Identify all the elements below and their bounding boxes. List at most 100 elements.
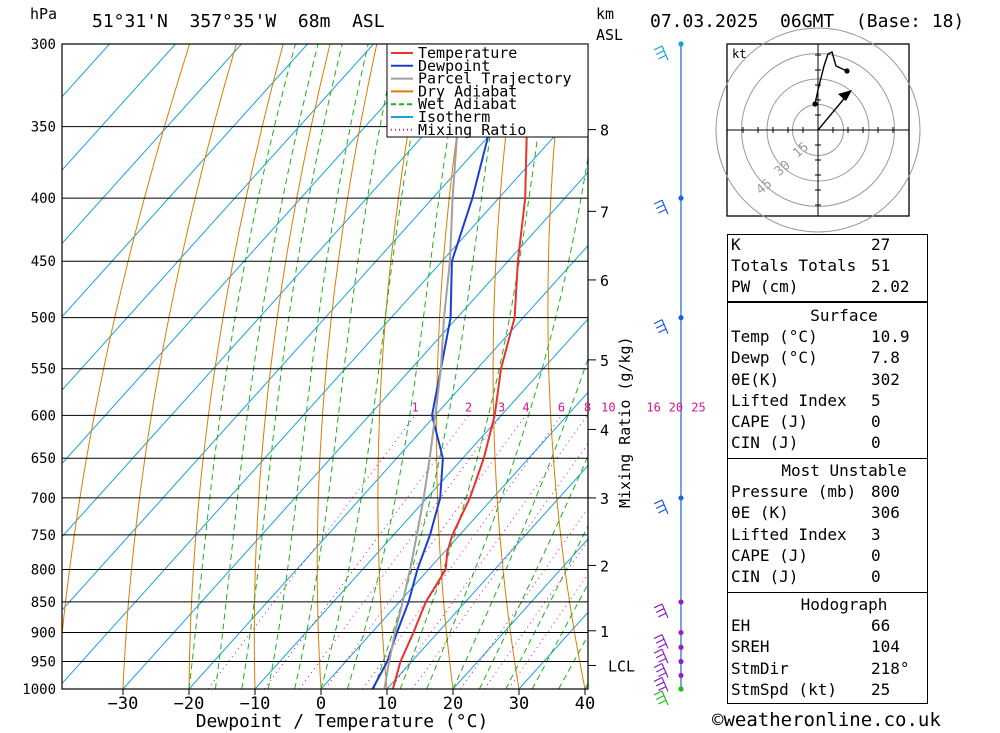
wind-barb-flag xyxy=(658,671,667,678)
wind-barb-flag xyxy=(658,685,667,691)
surface-cape-label: CAPE (J) xyxy=(731,412,809,432)
wind-barb-flag xyxy=(653,499,663,505)
isotherm-line xyxy=(62,44,374,391)
wind-barb-staff xyxy=(661,45,669,61)
pressure-tick-label: 300 xyxy=(31,37,56,53)
wind-barb-flag xyxy=(653,662,663,669)
mu-cape-value: 0 xyxy=(871,545,881,565)
hodograph-title: Hodograph xyxy=(800,595,888,615)
mixing-ratio-line xyxy=(389,415,588,689)
stmdir-label: StmDir xyxy=(731,658,789,678)
storm-motion-arrowhead xyxy=(838,90,852,101)
parcel-trajectory-line xyxy=(383,44,464,689)
isotherm-line xyxy=(62,98,588,685)
pressure-tick-label: 450 xyxy=(31,254,56,270)
pressure-unit-label: hPa xyxy=(30,5,58,23)
surface-temp-label: Temp (°C) xyxy=(731,327,818,347)
mixing-ratio-line xyxy=(507,573,588,689)
wind-barb-flag xyxy=(653,45,663,51)
wind-barb-flag xyxy=(658,699,667,705)
mixing-ratio-line xyxy=(324,415,527,689)
mixing-ratio-label: 3 xyxy=(498,400,505,414)
datetime-title: 07.03.2025 06GMT (Base: 18) xyxy=(650,11,965,32)
mixing-ratio-line xyxy=(298,415,503,689)
totals-totals-value: 51 xyxy=(871,256,891,276)
wind-barb-flag xyxy=(653,648,663,654)
sreh-value: 104 xyxy=(871,637,900,657)
wind-barb-flag xyxy=(658,643,667,649)
mixing-ratio-label: 16 xyxy=(646,400,660,414)
wind-barb-flag xyxy=(653,319,663,325)
mu-li-label: Lifted Index xyxy=(731,524,847,544)
eh-value: 66 xyxy=(871,616,891,636)
indices-box xyxy=(727,234,928,302)
km-tick-label: 3 xyxy=(600,490,609,508)
pressure-tick-label: 350 xyxy=(31,120,56,136)
pressure-tick-label: 750 xyxy=(31,528,56,544)
wind-barb-flag xyxy=(655,607,665,613)
mixing-ratio-label: 2 xyxy=(465,400,472,414)
legend-entry: Dewpoint xyxy=(418,57,490,75)
surface-cape-value: 0 xyxy=(871,412,881,432)
hodograph-ring xyxy=(715,27,921,233)
x-tick-label: −20 xyxy=(174,694,205,714)
hodograph-end xyxy=(844,68,850,74)
isotherm-line xyxy=(62,44,506,538)
isotherm-line xyxy=(254,318,588,689)
mixing-ratio-line xyxy=(483,539,588,689)
wet-adiabat-line xyxy=(505,524,588,689)
isotherm-line xyxy=(320,391,588,689)
wind-barb xyxy=(653,690,669,706)
mixing-ratio-line xyxy=(411,442,588,689)
mu-cin-label: CIN (J) xyxy=(731,567,799,587)
storm-motion-vector xyxy=(817,93,849,131)
legend-box xyxy=(386,43,589,138)
legend-entry: Temperature xyxy=(418,44,517,62)
site-credit[interactable]: ©weatheronline.co.uk xyxy=(712,711,941,730)
x-axis-label: Dewpoint / Temperature (°C) xyxy=(196,711,489,732)
wind-barb-flag xyxy=(658,328,667,334)
surface-cin-label: CIN (J) xyxy=(731,433,799,453)
wind-level-dot xyxy=(678,41,684,47)
wind-barb-flag xyxy=(655,204,665,210)
surface-li-label: Lifted Index xyxy=(731,390,847,410)
mixing-ratio-label: 10 xyxy=(601,400,615,414)
stmspd-value: 25 xyxy=(871,679,891,699)
dry-adiabat-line xyxy=(122,44,237,689)
k-index-value: 27 xyxy=(871,235,891,255)
dry-adiabat-line xyxy=(492,44,520,689)
isotherm-line xyxy=(62,44,572,611)
wind-barb-staff xyxy=(661,634,669,649)
pressure-tick-label: 850 xyxy=(31,595,56,611)
surface-temp-value: 10.9 xyxy=(871,327,910,347)
legend-entry: Isotherm xyxy=(418,108,490,126)
legend-entry: Parcel Trajectory xyxy=(418,70,572,88)
km-tick-label: 7 xyxy=(600,203,609,221)
wind-profile xyxy=(653,41,684,706)
most-unstable-table: Most Unstable Pressure (mb) 800 θE (K) 306… xyxy=(727,460,961,587)
most-unstable-box xyxy=(727,458,928,593)
mixing-ratio-axis-label: Mixing Ratio (g/kg) xyxy=(616,336,634,508)
wind-barb-staff xyxy=(661,499,669,515)
surface-cin-value: 0 xyxy=(871,433,881,453)
wind-barb-staff xyxy=(661,648,669,664)
profile-series xyxy=(371,44,550,689)
wind-level-dot xyxy=(678,315,684,321)
surface-thetae-label: θE(K) xyxy=(731,369,780,389)
mu-cin-value: 0 xyxy=(871,567,881,587)
wet-adiabat-line xyxy=(294,44,398,689)
surface-li-value: 5 xyxy=(871,390,881,410)
mixing-ratio-line xyxy=(460,507,588,689)
mu-pressure-label: Pressure (mb) xyxy=(731,482,857,502)
dry-adiabat-line xyxy=(652,44,717,689)
mixing-ratio-label: 25 xyxy=(691,400,705,414)
x-tick-label: 20 xyxy=(443,694,463,714)
wind-barb xyxy=(653,662,669,678)
eh-label: EH xyxy=(731,616,751,636)
pressure-tick-label: 900 xyxy=(31,626,56,642)
wet-adiabat-line xyxy=(241,44,343,689)
wind-barb-flag xyxy=(653,199,663,205)
wind-barb xyxy=(653,499,669,515)
x-tick-label: −10 xyxy=(240,694,271,714)
